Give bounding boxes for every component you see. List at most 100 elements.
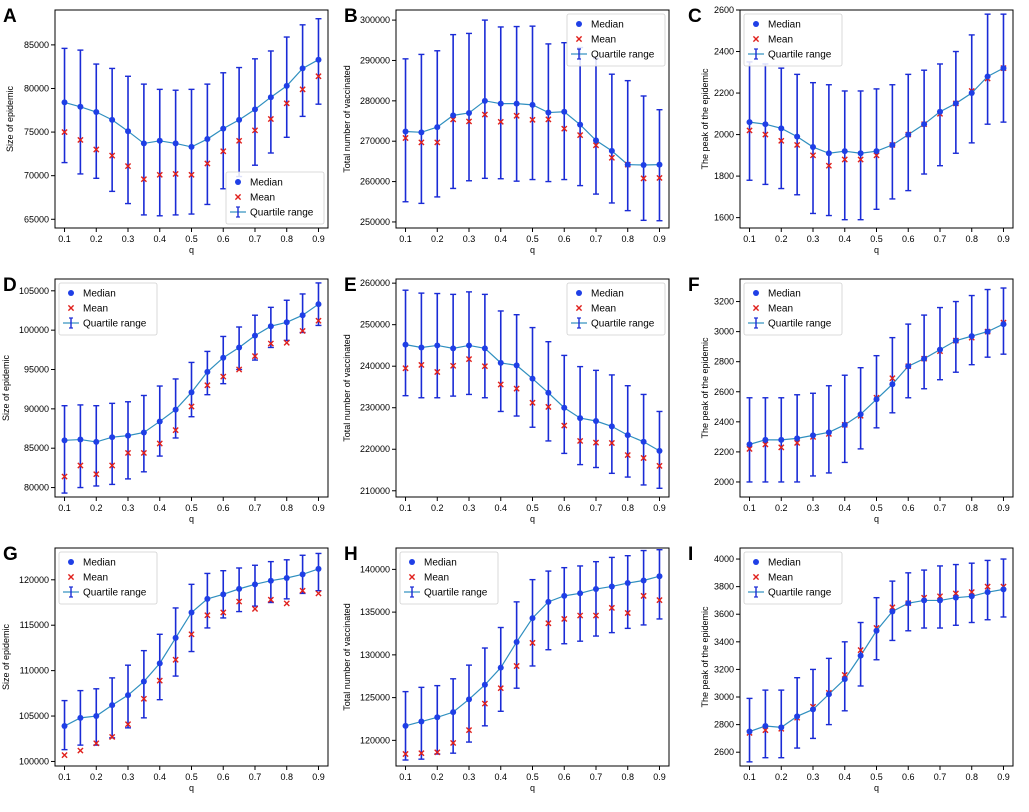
- mean-point: [124, 449, 132, 457]
- x-tick-label: 0.8: [621, 772, 634, 782]
- y-tick-label: 3200: [714, 297, 734, 307]
- x-axis-title: q: [874, 245, 879, 255]
- median-point: [77, 436, 84, 443]
- mean-point: [77, 462, 84, 469]
- mean-point: [77, 747, 84, 754]
- x-tick-label: 0.6: [558, 772, 571, 782]
- median-point: [810, 144, 817, 151]
- mean-mark-stroke: [577, 612, 584, 619]
- mean-mark-stroke: [592, 439, 600, 446]
- median-point: [109, 116, 116, 123]
- median-point: [466, 696, 473, 703]
- mean-point: [236, 598, 243, 605]
- median-point: [188, 143, 195, 150]
- x-axis-title: q: [530, 783, 535, 793]
- median-point: [624, 161, 631, 168]
- median-point: [921, 597, 928, 604]
- mean-mark-stroke: [656, 462, 663, 469]
- median-point: [220, 125, 227, 132]
- legend: Median Mean Quartile range: [225, 171, 325, 225]
- mean-mark-stroke: [283, 600, 290, 607]
- mean-point: [188, 403, 195, 410]
- mean-point: [236, 366, 243, 373]
- y-tick-label: 3200: [714, 664, 734, 674]
- median-point: [905, 363, 912, 370]
- mean-point: [608, 439, 615, 447]
- mean-mark-stroke: [529, 639, 536, 646]
- mean-mark-stroke: [251, 127, 259, 134]
- median-point: [841, 421, 848, 428]
- y-axis-title: Total number of vaccinated: [342, 65, 352, 173]
- x-tick-label: 0.6: [558, 234, 571, 244]
- median-point: [1000, 321, 1007, 328]
- median-point: [283, 319, 290, 326]
- median-point: [592, 418, 599, 425]
- x-tick-label: 0.5: [870, 234, 883, 244]
- x-tick-label: 0.8: [280, 503, 293, 513]
- median-point: [592, 586, 599, 593]
- legend-median-marker: [753, 559, 759, 565]
- legend-median-label: Median: [768, 558, 801, 569]
- x-tick-label: 0.6: [217, 503, 230, 513]
- x-tick-label: 0.9: [653, 234, 666, 244]
- median-point: [889, 381, 896, 388]
- mean-point: [778, 444, 785, 451]
- mean-mark-stroke: [608, 439, 615, 447]
- median-point: [889, 141, 896, 148]
- panel-letter: I: [688, 544, 693, 565]
- legend-quartile-label: Quartile range: [768, 319, 832, 330]
- x-tick-label: 0.1: [743, 772, 756, 782]
- x-tick-label: 0.2: [90, 234, 103, 244]
- mean-mark-stroke: [402, 365, 409, 372]
- y-tick-label: 4000: [714, 554, 734, 564]
- y-axis-title: The peak of the epidemic: [700, 68, 710, 170]
- y-tick-label: 105000: [19, 711, 49, 721]
- median-point: [794, 435, 801, 442]
- x-tick-label: 0.8: [280, 772, 293, 782]
- x-tick-label: 0.9: [312, 503, 325, 513]
- y-tick-label: 240000: [360, 361, 390, 371]
- legend-mean-label: Mean: [591, 35, 616, 46]
- x-tick-label: 0.9: [997, 234, 1010, 244]
- mean-mark-stroke: [204, 382, 211, 389]
- y-tick-label: 80000: [24, 483, 49, 493]
- median-point: [857, 411, 864, 418]
- y-tick-label: 2800: [714, 357, 734, 367]
- mean-mark-stroke: [545, 403, 552, 410]
- median-point: [561, 592, 568, 599]
- mean-mark-stroke: [778, 444, 785, 451]
- median-point: [608, 583, 615, 590]
- mean-point: [497, 118, 504, 125]
- mean-mark-stroke: [140, 695, 147, 702]
- y-tick-label: 65000: [24, 214, 49, 224]
- mean-point: [746, 445, 753, 452]
- x-tick-label: 0.4: [153, 772, 166, 782]
- mean-mark-stroke: [592, 142, 600, 149]
- mean-mark-stroke: [809, 152, 817, 159]
- median-point: [936, 597, 943, 604]
- median-point: [402, 128, 409, 135]
- median-point: [513, 639, 520, 646]
- median-point: [592, 137, 599, 144]
- legend-mean-marker: [752, 573, 760, 581]
- mean-mark-stroke: [93, 740, 100, 747]
- mean-point: [124, 721, 132, 728]
- mean-point: [624, 609, 631, 617]
- legend-quartile-label: Quartile range: [591, 50, 655, 61]
- mean-mark-stroke: [61, 473, 68, 480]
- mean-mark-stroke: [220, 609, 227, 616]
- median-point: [561, 108, 568, 115]
- median-point: [577, 121, 584, 128]
- median-point: [608, 423, 615, 430]
- mean-point: [857, 647, 864, 654]
- mean-point: [984, 583, 991, 590]
- x-tick-label: 0.9: [997, 503, 1010, 513]
- mean-point: [299, 587, 306, 594]
- y-tick-label: 120000: [19, 575, 49, 585]
- legend-median-marker: [576, 21, 582, 27]
- legend: Median Mean Quartile range: [743, 551, 843, 605]
- median-point: [952, 100, 959, 107]
- median-point: [77, 714, 84, 721]
- legend-mean-label: Mean: [83, 573, 108, 584]
- median-point: [873, 627, 880, 634]
